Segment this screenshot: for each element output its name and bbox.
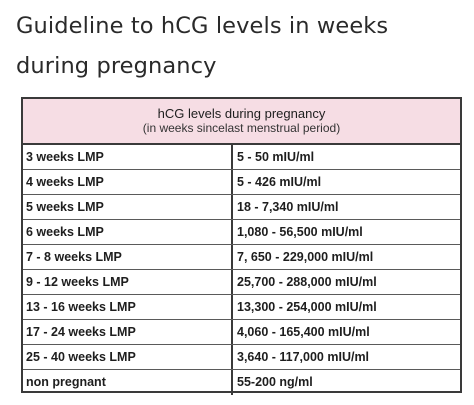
hcg-level-cell: 55-200 ng/ml <box>237 375 313 389</box>
table-row: 3 weeks LMP 5 - 50 mIU/ml <box>23 145 460 170</box>
table-row: 4 weeks LMP 5 - 426 mIU/ml <box>23 170 460 195</box>
table-header: hCG levels during pregnancy (in weeks si… <box>23 99 460 145</box>
hcg-level-cell: 3,640 - 117,000 mIU/ml <box>237 350 370 364</box>
table-row: 5 weeks LMP 18 - 7,340 mIU/ml <box>23 195 460 220</box>
hcg-level-cell: 1,080 - 56,500 mIU/ml <box>237 225 363 239</box>
period-cell: 13 - 16 weeks LMP <box>23 295 233 319</box>
period-cell: non pregnant <box>23 370 233 395</box>
period-cell: 7 - 8 weeks LMP <box>23 245 233 269</box>
hcg-level-cell: 4,060 - 165,400 mIU/ml <box>237 325 370 339</box>
table-subtitle: (in weeks sincelast menstrual period) <box>142 121 341 135</box>
hcg-level-cell: 25,700 - 288,000 mIU/ml <box>237 275 377 289</box>
page-title: Guideline to hCG levels in weeks during … <box>16 13 389 79</box>
table-row: 13 - 16 weeks LMP 13,300 - 254,000 mIU/m… <box>23 295 460 320</box>
hcg-levels-table: hCG levels during pregnancy (in weeks si… <box>21 97 462 395</box>
period-cell: 4 weeks LMP <box>23 170 233 194</box>
table-row: 17 - 24 weeks LMP 4,060 - 165,400 mIU/ml <box>23 320 460 345</box>
hcg-level-cell: 5 - 426 mIU/ml <box>237 175 322 189</box>
table-row: 7 - 8 weeks LMP 7, 650 - 229,000 mIU/ml <box>23 245 460 270</box>
period-cell: 6 weeks LMP <box>23 220 233 244</box>
hcg-level-cell: 13,300 - 254,000 mIU/ml <box>237 300 377 314</box>
period-cell: 9 - 12 weeks LMP <box>23 270 233 294</box>
table-row: 9 - 12 weeks LMP 25,700 - 288,000 mIU/ml <box>23 270 460 295</box>
hcg-level-cell: 5 - 50 mIU/ml <box>237 150 315 164</box>
table-row: 25 - 40 weeks LMP 3,640 - 117,000 mIU/ml <box>23 345 460 370</box>
period-cell: 25 - 40 weeks LMP <box>23 345 233 369</box>
hcg-level-cell: 7, 650 - 229,000 mIU/ml <box>237 250 374 264</box>
period-cell: 3 weeks LMP <box>23 145 233 169</box>
hcg-level-cell: 18 - 7,340 mIU/ml <box>237 200 339 214</box>
table-title: hCG levels during pregnancy <box>157 106 326 121</box>
period-cell: 17 - 24 weeks LMP <box>23 320 233 344</box>
period-cell: 5 weeks LMP <box>23 195 233 219</box>
table-row: 6 weeks LMP 1,080 - 56,500 mIU/ml <box>23 220 460 245</box>
table-body: 3 weeks LMP 5 - 50 mIU/ml 4 weeks LMP 5 … <box>23 145 460 395</box>
table-row: non pregnant 55-200 ng/ml <box>23 370 460 395</box>
